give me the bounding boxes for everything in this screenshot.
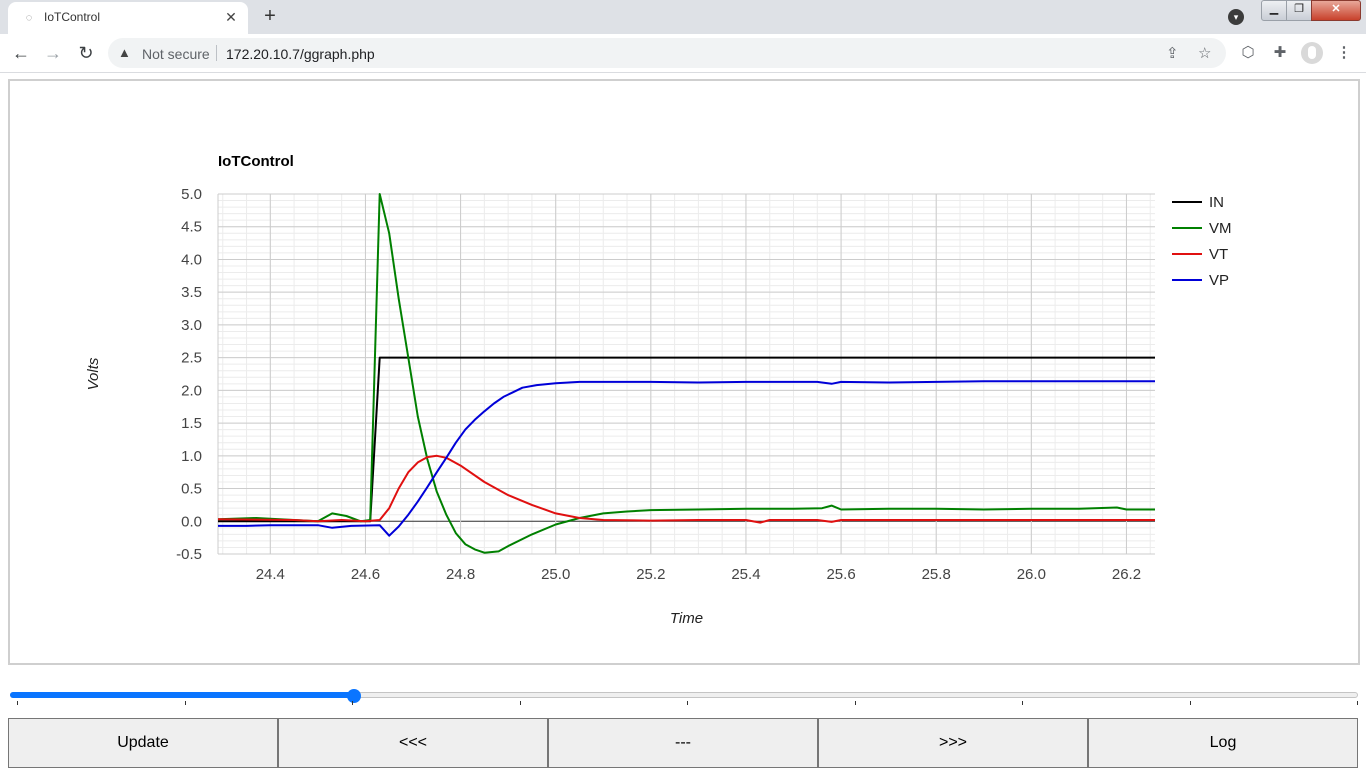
profile-avatar[interactable]: [1301, 42, 1323, 64]
y-tick-label: 3.0: [181, 317, 202, 334]
y-tick-label: 5.0: [181, 186, 202, 203]
center-button[interactable]: ---: [548, 718, 818, 768]
browser-toolbar: ← → ↻ ▲ Not secure 172.20.10.7/ggraph.ph…: [0, 34, 1366, 73]
chart-title: IoTControl: [218, 153, 294, 170]
y-tick-label: 4.0: [181, 251, 202, 268]
legend-label-vm: VM: [1209, 220, 1232, 237]
y-tick-label: -0.5: [176, 546, 202, 563]
x-tick-label: 24.4: [256, 566, 285, 583]
series-line-in: [218, 356, 1155, 523]
y-tick-label: 1.0: [181, 448, 202, 465]
slider-tick: [687, 701, 688, 705]
slider-tick: [17, 701, 18, 705]
legend-label-in: IN: [1209, 194, 1224, 211]
x-tick-label: 25.2: [636, 566, 665, 583]
slider-tick: [1189, 701, 1191, 705]
forward-step-button[interactable]: >>>: [818, 718, 1088, 768]
share-icon[interactable]: ⇪: [1166, 45, 1179, 62]
y-tick-label: 1.5: [181, 415, 202, 432]
url-text[interactable]: 172.20.10.7/ggraph.php: [226, 46, 375, 62]
y-axis-title: Volts: [85, 357, 102, 390]
slider-tick: [1022, 701, 1023, 705]
update-button[interactable]: Update: [8, 718, 278, 768]
control-button-bar: Update <<< --- >>> Log: [8, 718, 1358, 768]
x-tick-label: 24.8: [446, 566, 475, 583]
reload-icon[interactable]: ↻: [78, 43, 94, 63]
slider-tick: [1357, 701, 1358, 705]
browser-tab-strip: ◌ IoTControl ✕ + ▾ ▁ ❐ ✕: [0, 0, 1366, 34]
x-tick-label: 26.0: [1017, 566, 1046, 583]
not-secure-label[interactable]: Not secure: [142, 46, 210, 62]
restore-window-button[interactable]: ❐: [1286, 0, 1312, 21]
y-tick-label: 3.5: [181, 284, 202, 301]
slider-thumb[interactable]: [346, 689, 361, 703]
legend-label-vp: VP: [1209, 272, 1229, 289]
back-step-button[interactable]: <<<: [278, 718, 548, 768]
new-tab-button[interactable]: +: [264, 5, 276, 27]
forward-icon[interactable]: →: [44, 43, 62, 63]
chart-frame: -0.5 0.0 0.5 1.0 1.5 2.0 2.5 3.0 3.5 4.0 4.5 5.0 24.…: [8, 79, 1360, 665]
slider-tick: [352, 701, 353, 705]
legend-label-vt: VT: [1209, 246, 1228, 263]
x-tick-label: 25.0: [541, 566, 570, 583]
minimize-window-button[interactable]: ▁: [1261, 0, 1287, 21]
y-tick-label: 0.5: [181, 481, 202, 498]
x-axis-title: Time: [670, 610, 703, 627]
close-window-button[interactable]: ✕: [1311, 0, 1361, 21]
y-tick-label: 2.5: [181, 350, 202, 367]
y-tick-label: 4.5: [181, 219, 202, 236]
y-tick-label: 0.0: [181, 513, 202, 530]
address-bar[interactable]: ▲ Not secure 172.20.10.7/ggraph.php ⇪ ☆: [108, 38, 1226, 68]
back-icon[interactable]: ←: [12, 43, 30, 63]
series-line-vp: [218, 380, 1155, 537]
slider-tick: [854, 701, 856, 705]
x-tick-label: 25.4: [731, 566, 760, 583]
puzzle-extensions-icon[interactable]: ✚: [1273, 44, 1287, 61]
url-separator: [216, 45, 217, 61]
tab-search-icon[interactable]: ▾: [1228, 9, 1244, 25]
globe-icon: ◌: [25, 12, 33, 24]
x-tick-label: 26.2: [1112, 566, 1141, 583]
x-tick-label: 25.8: [922, 566, 951, 583]
browser-tab[interactable]: ◌ IoTControl ✕: [8, 2, 248, 34]
slider-tick: [519, 701, 521, 705]
y-tick-label: 2.0: [181, 382, 202, 399]
time-range-slider[interactable]: [10, 689, 1358, 703]
menu-kebab-icon[interactable]: ⋮: [1336, 44, 1352, 61]
slider-tick: [184, 701, 186, 705]
log-button[interactable]: Log: [1088, 718, 1358, 768]
x-tick-label: 24.6: [351, 566, 380, 583]
slider-fill: [10, 692, 354, 698]
line-chart: -0.5 0.0 0.5 1.0 1.5 2.0 2.5 3.0 3.5 4.0 4.5 5.0 24.…: [85, 153, 1232, 627]
x-tick-label: 25.6: [826, 566, 855, 583]
warning-icon[interactable]: ▲: [118, 45, 131, 60]
extension-cube-icon[interactable]: ⬡: [1241, 44, 1255, 61]
series-line-vm: [217, 193, 1155, 554]
bookmark-star-icon[interactable]: ☆: [1198, 45, 1212, 62]
close-tab-icon[interactable]: ✕: [225, 9, 237, 25]
tab-title: IoTControl: [44, 10, 101, 24]
series-line-vt: [217, 454, 1155, 524]
